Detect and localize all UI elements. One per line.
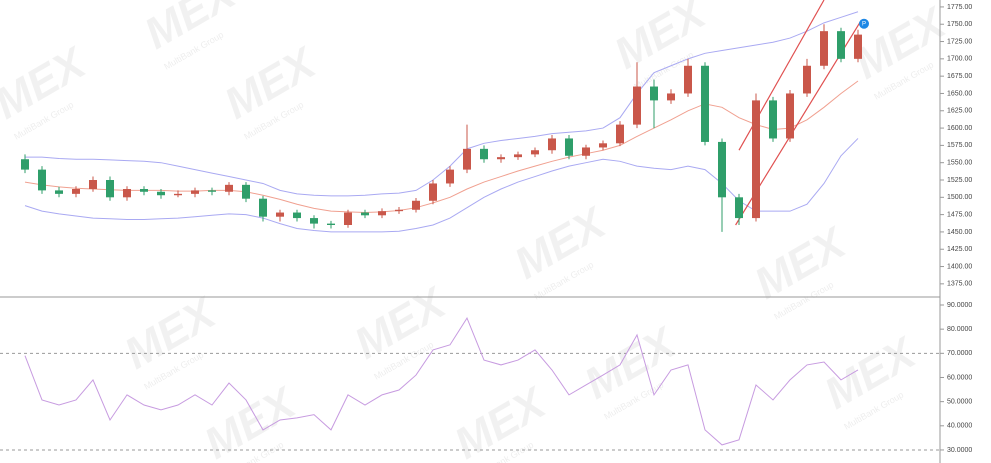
candle-body <box>531 150 539 155</box>
candle-body <box>174 193 182 196</box>
y-tick-label: 1450.00 <box>947 229 972 236</box>
candle-body <box>718 141 726 198</box>
candle-body <box>276 212 284 217</box>
candle-body <box>157 191 165 196</box>
y-tick-label: 1725.00 <box>947 38 972 45</box>
trend-line <box>738 0 825 151</box>
rsi-line <box>24 316 859 446</box>
y-tick-label: 1675.00 <box>947 73 972 80</box>
candle-body <box>140 189 148 192</box>
candle-body <box>769 100 777 139</box>
candle-body <box>701 65 709 142</box>
candle-body <box>599 143 607 148</box>
watermark-logo: MEX <box>346 277 455 368</box>
candle-body <box>412 200 420 210</box>
candle-body <box>225 184 233 192</box>
candle-body <box>310 218 318 224</box>
candle-body <box>446 169 454 184</box>
candle-body <box>21 159 29 170</box>
y-tick-label: 80.0000 <box>947 326 972 333</box>
candle-body <box>463 148 471 170</box>
y-tick-label: 1550.00 <box>947 160 972 167</box>
candle-body <box>191 190 199 194</box>
candle-body <box>565 138 573 156</box>
annotation-marker <box>859 18 869 29</box>
candle-body <box>89 180 97 189</box>
candle-body <box>72 189 80 194</box>
candle-body <box>616 124 624 144</box>
y-tick-label: 60.0000 <box>947 374 972 381</box>
y-tick-label: 90.0000 <box>947 302 972 309</box>
candle-body <box>854 34 862 59</box>
candle-body <box>55 190 63 194</box>
y-tick-label: 70.0000 <box>947 350 972 357</box>
candle-body <box>429 183 437 201</box>
candle-body <box>344 212 352 225</box>
y-tick-label: 1525.00 <box>947 177 972 184</box>
y-tick-label: 1500.00 <box>947 194 972 201</box>
candle-body <box>582 147 590 156</box>
y-tick-label: 1650.00 <box>947 90 972 97</box>
candle-body <box>327 223 335 225</box>
candle-body <box>820 31 828 66</box>
candle-body <box>480 148 488 160</box>
candle-body <box>497 157 505 160</box>
annotation-label: P <box>862 21 866 27</box>
y-tick-label: 1750.00 <box>947 21 972 28</box>
watermark-logo: MEX <box>816 327 925 418</box>
band-line <box>25 11 859 197</box>
candle-body <box>38 169 46 191</box>
candle-body <box>803 65 811 94</box>
watermark-logo: MEX <box>216 37 325 128</box>
candle-body <box>837 31 845 59</box>
y-tick-label: 30.0000 <box>947 447 972 454</box>
y-tick-label: 1775.00 <box>947 4 972 11</box>
candle-body <box>548 138 556 151</box>
candle-body <box>242 184 250 199</box>
watermark-logo: MEX <box>576 317 685 408</box>
candle-body <box>752 100 760 219</box>
band-line <box>24 138 859 233</box>
y-tick-label: 1400.00 <box>947 263 972 270</box>
candle-body <box>633 86 641 125</box>
y-tick-label: 1700.00 <box>947 56 972 63</box>
candle-body <box>650 86 658 101</box>
watermark-logo: MEX <box>116 287 225 378</box>
candle-body <box>378 211 386 216</box>
candle-body <box>395 209 403 212</box>
y-tick-label: 1625.00 <box>947 108 972 115</box>
candle-body <box>514 154 522 158</box>
y-tick-label: 50.0000 <box>947 398 972 405</box>
y-tick-label: 1575.00 <box>947 142 972 149</box>
candle-body <box>361 212 369 216</box>
band-line <box>24 80 859 214</box>
candle-body <box>208 190 216 192</box>
candle-body <box>259 198 267 217</box>
candle-body <box>667 93 675 101</box>
candle-body <box>123 189 131 198</box>
candle-body <box>106 180 114 198</box>
candle-body <box>293 212 301 219</box>
y-tick-label: 1475.00 <box>947 211 972 218</box>
watermark-logo: MEX <box>746 217 855 308</box>
candle-body <box>684 65 692 94</box>
y-tick-label: 1600.00 <box>947 125 972 132</box>
y-tick-label: 1425.00 <box>947 246 972 253</box>
y-tick-label: 40.0000 <box>947 423 972 430</box>
watermark-logo: MEX <box>506 197 615 288</box>
y-tick-label: 1375.00 <box>947 281 972 288</box>
candle-body <box>735 197 743 219</box>
candle-body <box>786 93 794 139</box>
